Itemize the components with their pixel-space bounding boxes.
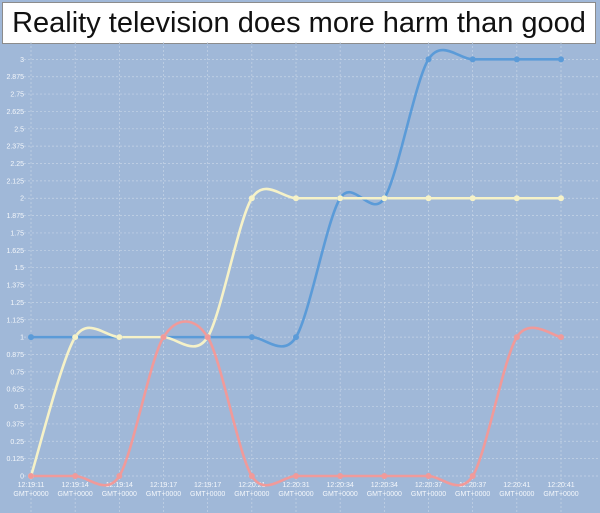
x-tick-label: 12:20:41 GMT+0000 xyxy=(543,482,578,498)
x-tick-label: 12:20:41 GMT+0000 xyxy=(499,482,534,498)
data-point xyxy=(160,334,167,341)
data-point xyxy=(293,473,299,479)
y-tick-label: 0.5 xyxy=(14,404,24,411)
y-tick-label: 1 xyxy=(20,335,24,342)
grid-lines xyxy=(24,42,600,513)
y-tick-label: 3 xyxy=(20,57,24,64)
series-line-2 xyxy=(29,320,563,487)
data-point xyxy=(558,195,564,202)
data-point xyxy=(248,334,255,341)
y-tick-label: 1.5 xyxy=(14,265,24,272)
y-tick-label: 2.5 xyxy=(14,126,24,133)
y-tick-label: 1.375 xyxy=(6,283,24,290)
y-axis: 0 0.125 0.25 0.375 0.5 0.625 0.75 0.875 1 1.125 1.… xyxy=(6,57,24,481)
series-lines xyxy=(29,48,563,487)
y-tick-label: 1.875 xyxy=(6,213,24,220)
y-tick-label: 0.625 xyxy=(6,387,24,394)
data-point xyxy=(425,56,432,63)
data-point xyxy=(72,334,79,341)
y-tick-label: 2.125 xyxy=(6,178,24,185)
x-tick-label: 12:20:21 GMT+0000 xyxy=(234,482,269,498)
y-tick-label: 2.25 xyxy=(10,161,24,168)
y-tick-label: 2.375 xyxy=(6,144,24,151)
y-tick-label: 1.625 xyxy=(6,248,24,255)
data-point xyxy=(204,334,211,341)
y-tick-label: 2 xyxy=(20,196,24,203)
x-tick-label: 12:19:17 GMT+0000 xyxy=(190,482,225,498)
y-tick-label: 0.75 xyxy=(10,369,24,376)
y-tick-label: 1.75 xyxy=(10,230,24,237)
y-tick-label: 2.875 xyxy=(6,74,24,81)
y-tick-label: 0 xyxy=(20,474,24,481)
data-point xyxy=(28,334,34,341)
x-axis: 12:19:11 GMT+0000 12:19:14 GMT+0000 12:19:14… xyxy=(13,482,578,498)
x-tick-label: 12:20:37 GMT+0000 xyxy=(411,482,446,498)
data-point xyxy=(469,195,476,202)
data-point xyxy=(293,334,299,341)
x-tick-label: 12:19:17 GMT+0000 xyxy=(146,482,181,498)
data-point xyxy=(248,473,255,479)
data-point xyxy=(469,473,476,479)
x-tick-label: 12:19:14 GMT+0000 xyxy=(102,482,137,498)
data-point xyxy=(558,334,564,341)
series-points xyxy=(28,56,564,479)
data-point xyxy=(248,195,255,202)
y-tick-label: 2.625 xyxy=(6,109,24,116)
x-tick-label: 12:20:34 GMT+0000 xyxy=(367,482,402,498)
data-point xyxy=(337,473,344,479)
chart-title: Reality television does more harm than g… xyxy=(12,6,586,39)
y-tick-label: 1.25 xyxy=(10,300,24,307)
series-line-1 xyxy=(29,187,563,478)
x-tick-label: 12:19:11 GMT+0000 xyxy=(13,482,48,498)
x-tick-label: 12:20:34 GMT+0000 xyxy=(323,482,358,498)
data-point xyxy=(425,195,432,202)
data-point xyxy=(469,56,476,63)
data-point xyxy=(558,56,564,63)
data-point xyxy=(293,195,299,202)
y-tick-label: 0.375 xyxy=(6,421,24,428)
data-point xyxy=(116,473,123,479)
y-tick-label: 1.125 xyxy=(6,317,24,324)
data-point xyxy=(28,473,34,479)
x-tick-label: 12:20:31 GMT+0000 xyxy=(278,482,313,498)
data-point xyxy=(513,56,520,63)
y-tick-label: 0.25 xyxy=(10,439,24,446)
data-point xyxy=(381,473,388,479)
y-tick-label: 2.75 xyxy=(10,92,24,99)
data-point xyxy=(513,334,520,341)
data-point xyxy=(381,195,388,202)
data-point xyxy=(116,334,123,341)
data-point xyxy=(72,473,79,479)
y-tick-label: 0.125 xyxy=(6,456,24,463)
x-tick-label: 12:19:14 GMT+0000 xyxy=(58,482,93,498)
y-tick-label: 0.875 xyxy=(6,352,24,359)
chart-title-box: Reality television does more harm than g… xyxy=(2,2,596,44)
data-point xyxy=(337,195,344,202)
data-point xyxy=(425,473,432,479)
x-tick-label: 12:20:37 GMT+0000 xyxy=(455,482,490,498)
data-point xyxy=(513,195,520,202)
